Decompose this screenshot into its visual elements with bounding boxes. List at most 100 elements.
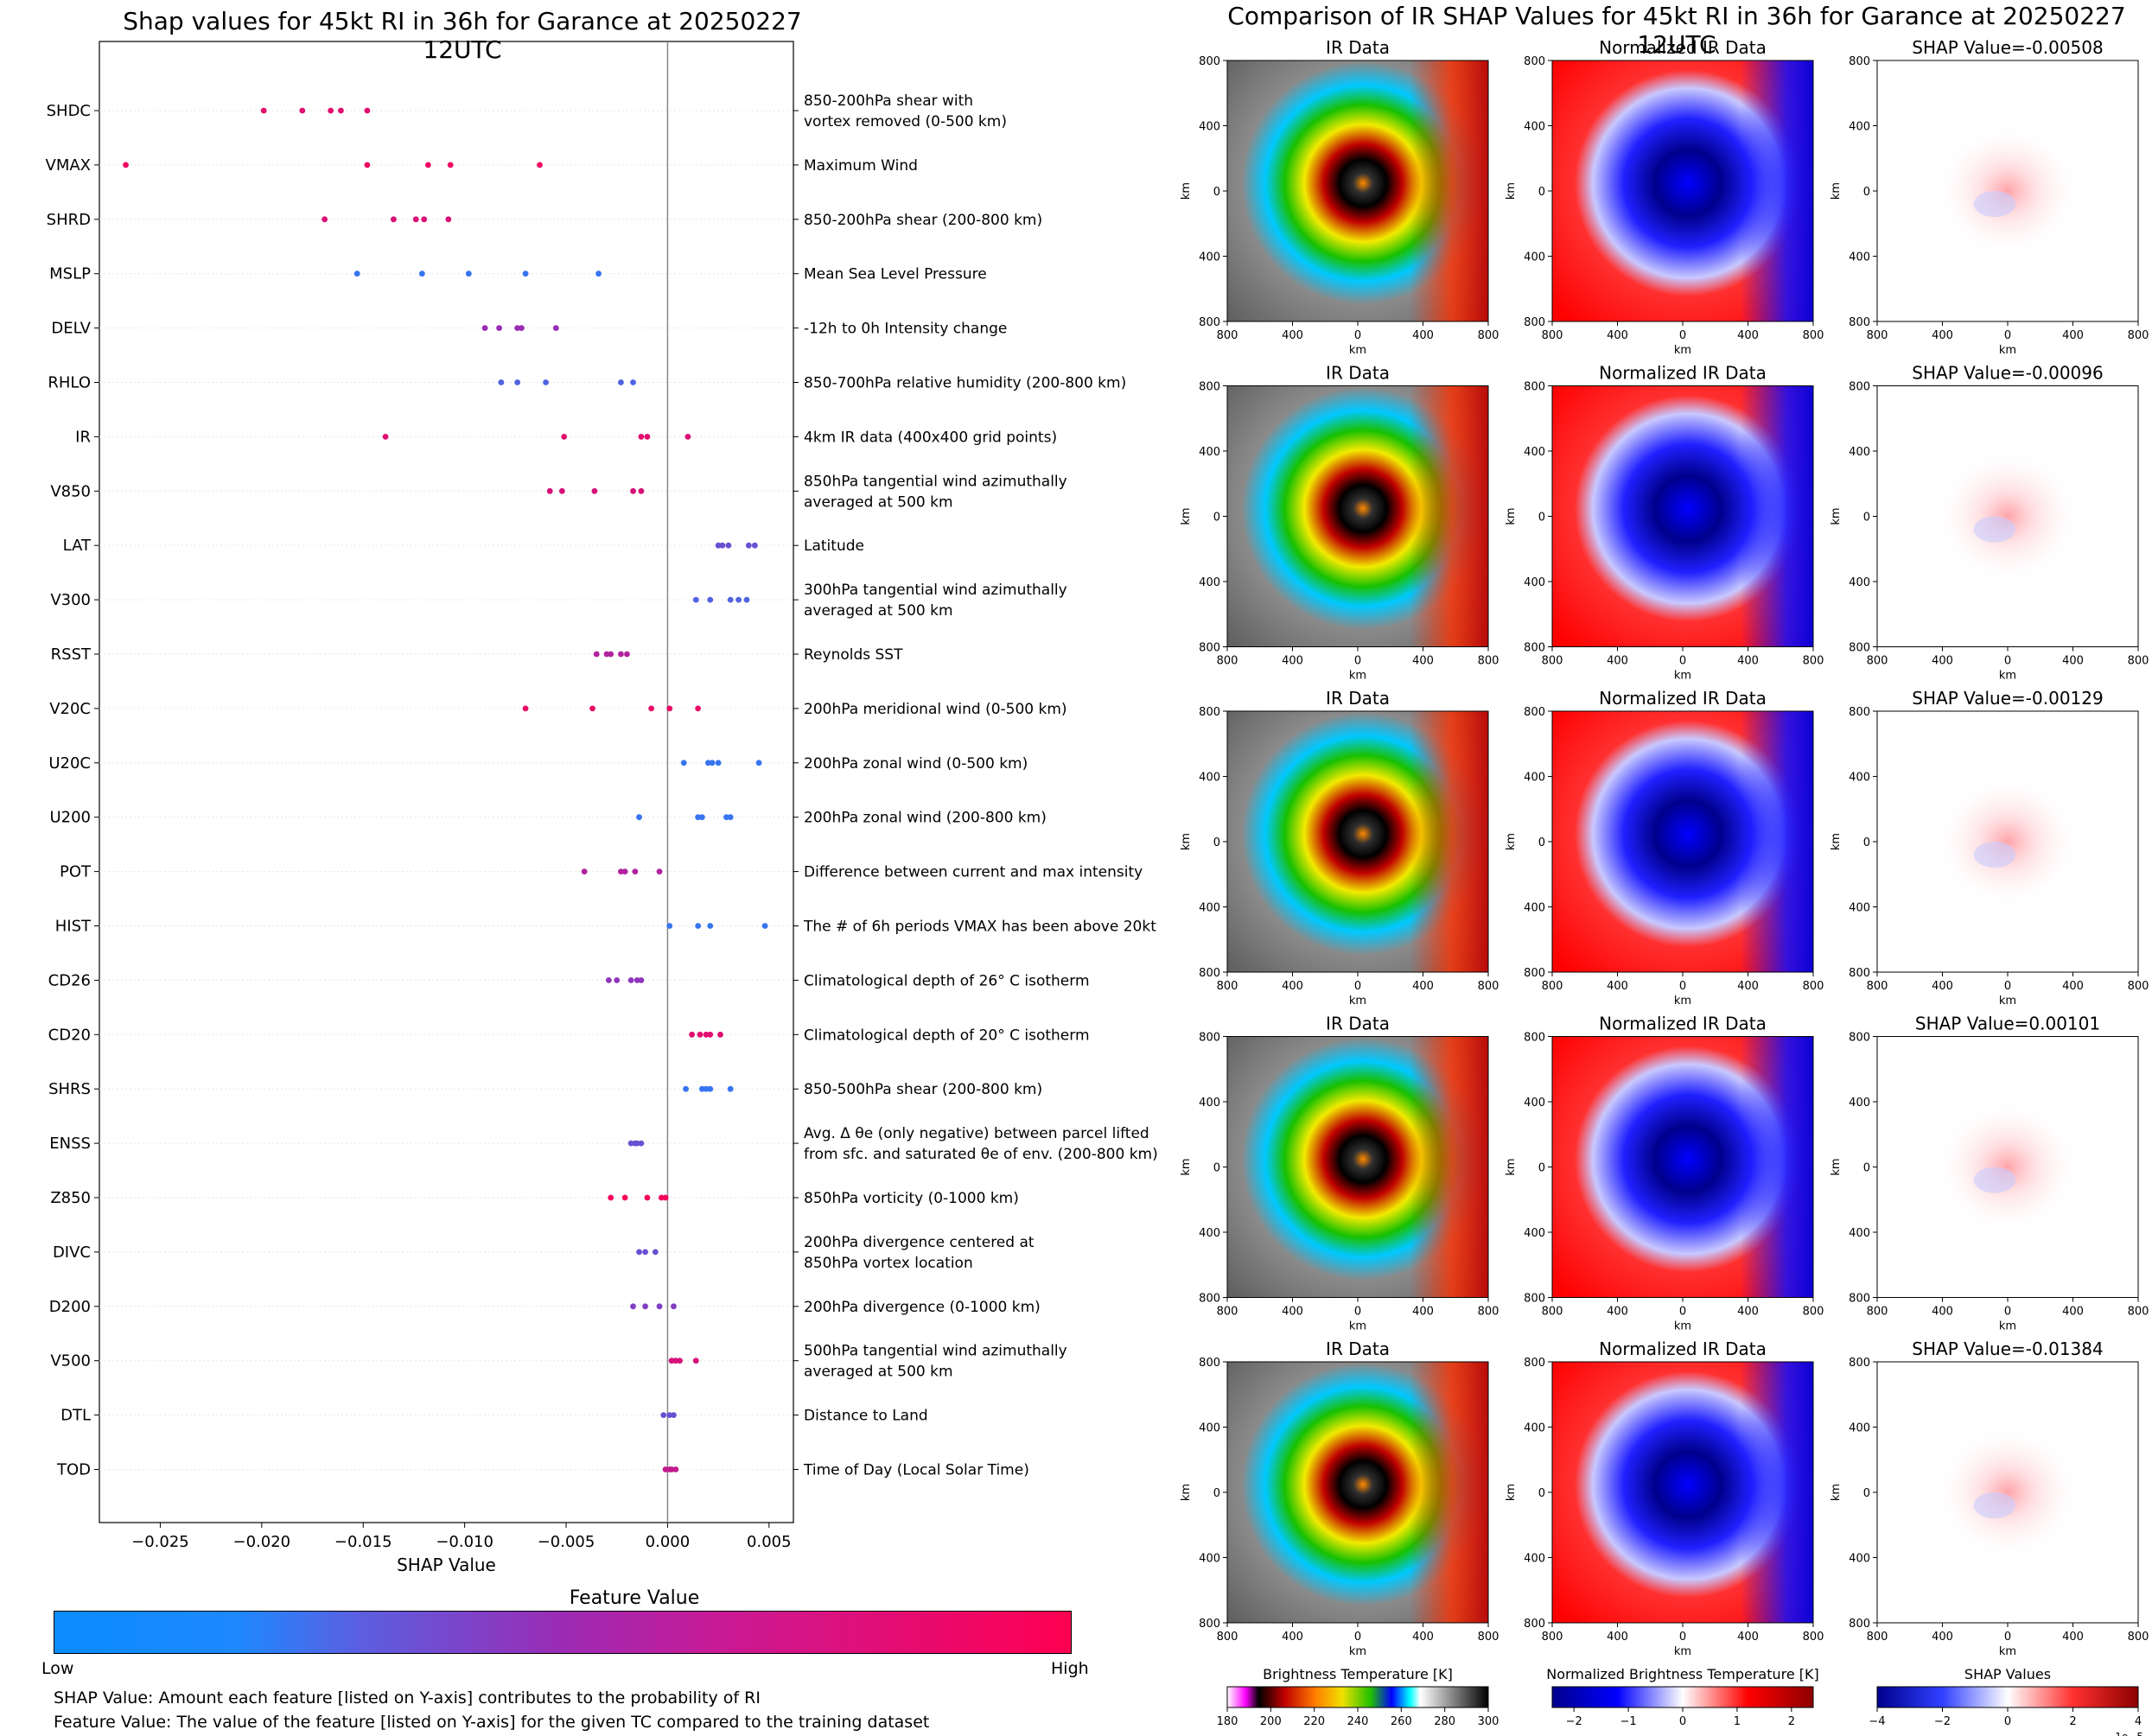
shap-point [595, 270, 602, 277]
feature-description: Latitude [804, 537, 864, 555]
panel-x-tick-label: 0 [2004, 980, 2011, 993]
feature-description: -12h to 0h Intensity change [804, 321, 1007, 338]
panel-x-tick-label: 800 [1478, 329, 1499, 342]
shap-point [123, 162, 129, 169]
normalized-panel-title: Normalized IR Data [1599, 1339, 1767, 1359]
shap-point [624, 651, 630, 658]
panel-x-axis-label: km [1349, 670, 1366, 683]
shap-point [704, 760, 711, 766]
panel-y-tick-label: 400 [1849, 1422, 1870, 1435]
panel-x-tick-label: 400 [1737, 1306, 1759, 1319]
panel-x-tick-label: 800 [2128, 1631, 2149, 1644]
feature-label: POT [60, 863, 92, 881]
panel-y-axis-label: km [1505, 833, 1518, 850]
panel-x-tick-label: 800 [1867, 329, 1888, 342]
panel-y-tick-label: 400 [1199, 251, 1220, 264]
panel-x-tick-label: 800 [1217, 980, 1238, 993]
shap-point [543, 379, 549, 385]
panel-x-tick-label: 400 [1607, 329, 1628, 342]
colorbar-high-label: High [1051, 1659, 1089, 1678]
shap-point [496, 325, 502, 331]
shap-point [608, 651, 614, 658]
colorbar-tick-label: −2 [1934, 1715, 1951, 1728]
shap-point [424, 162, 431, 169]
feature-description: Avg. Δ θe (only negative) between parcel… [804, 1125, 1149, 1142]
shap-point [745, 542, 752, 549]
shap-point [707, 596, 714, 603]
colorbar [1226, 1686, 1489, 1708]
panel-y-axis-label: km [1505, 507, 1518, 525]
shap-point [632, 868, 639, 874]
ir-image-overlay [1227, 1362, 1488, 1623]
panel-y-tick-label: 800 [1199, 316, 1220, 329]
panel-y-tick-label: 400 [1524, 1553, 1545, 1566]
panel-x-tick-label: 400 [1282, 1306, 1303, 1319]
x-tick-label: 0.000 [646, 1533, 691, 1551]
shap-point [445, 216, 452, 223]
normalized-ir-overlay [1552, 1036, 1813, 1298]
ir-panel-title: IR Data [1326, 1339, 1390, 1359]
shap-point [662, 1194, 669, 1201]
feature-label: U200 [49, 809, 91, 827]
shap-point [638, 977, 645, 983]
panel-y-tick-label: 800 [1849, 1032, 1870, 1045]
panel-x-axis-label: km [1999, 995, 2016, 1008]
panel-y-tick-label: 800 [1524, 1618, 1545, 1631]
normalized-ir-overlay [1552, 1362, 1813, 1623]
feature-description: 850hPa vorticity (0-1000 km) [804, 1190, 1019, 1207]
shap-point [743, 596, 750, 603]
shap-point [677, 1358, 683, 1364]
ir-image-overlay [1227, 385, 1488, 647]
panel-x-tick-label: 800 [1217, 329, 1238, 342]
shap-panel-title: SHAP Value=-0.00096 [1912, 363, 2103, 384]
panel-y-tick-label: 400 [1524, 121, 1545, 134]
ir-panel-title: IR Data [1326, 1014, 1390, 1034]
shap-point [715, 542, 722, 549]
shap-point [618, 868, 624, 874]
panel-y-tick-label: 800 [1199, 55, 1220, 68]
panel-x-tick-label: 400 [1282, 329, 1303, 342]
shap-point [727, 814, 734, 821]
feature-label: IR [75, 428, 91, 446]
panel-x-tick-label: 800 [1217, 655, 1238, 668]
panel-y-tick-label: 400 [1199, 1422, 1220, 1435]
shap-point [605, 977, 612, 983]
panel-x-axis-label: km [1674, 1320, 1691, 1333]
panel-x-tick-label: 400 [1932, 655, 1953, 668]
feature-description: 500hPa tangential wind azimuthally [804, 1343, 1067, 1360]
shap-point [642, 1249, 648, 1256]
feature-label: V500 [50, 1352, 91, 1370]
panel-x-axis-label: km [1999, 1645, 2016, 1658]
panel-y-tick-label: 400 [1524, 1422, 1545, 1435]
shap-point [546, 487, 553, 494]
panel-y-axis-label: km [1505, 1484, 1518, 1501]
shap-point [364, 107, 371, 114]
panel-x-tick-label: 0 [1354, 1306, 1361, 1319]
panel-x-tick-label: 400 [1607, 655, 1628, 668]
shap-point [634, 1140, 640, 1147]
panel-y-axis-label: km [1505, 1158, 1518, 1175]
shap-point [382, 434, 389, 440]
panel-x-tick-label: 400 [1607, 980, 1628, 993]
feature-description: The # of 6h periods VMAX has been above … [803, 919, 1156, 936]
feature-description: from sfc. and saturated θe of env. (200-… [804, 1146, 1158, 1163]
panel-y-tick-label: 400 [1849, 251, 1870, 264]
panel-y-axis-label: km [1180, 833, 1193, 850]
panel-x-tick-label: 0 [1679, 980, 1686, 993]
colorbar-tick-label: −2 [1566, 1715, 1582, 1728]
shap-beeswarm-chart: SHDC 850-200hPa shear with vortex removed … [46, 41, 1158, 1575]
panel-y-axis-label: km [1180, 1158, 1193, 1175]
shap-point [514, 325, 521, 331]
feature-description: Time of Day (Local Solar Time) [803, 1462, 1029, 1479]
shap-point [644, 434, 651, 440]
shap-point [561, 434, 568, 440]
shap-image-negative [1973, 1167, 2016, 1193]
panel-x-tick-label: 800 [2128, 1306, 2149, 1319]
panel-x-tick-label: 400 [1737, 1631, 1759, 1644]
shap-point [660, 1412, 667, 1418]
shap-point [652, 1249, 659, 1256]
panel-x-tick-label: 400 [2062, 1306, 2084, 1319]
feature-label: V20C [49, 700, 91, 718]
panel-x-tick-label: 800 [1867, 1306, 1888, 1319]
feature-description: Climatological depth of 26° C isotherm [804, 972, 1090, 989]
